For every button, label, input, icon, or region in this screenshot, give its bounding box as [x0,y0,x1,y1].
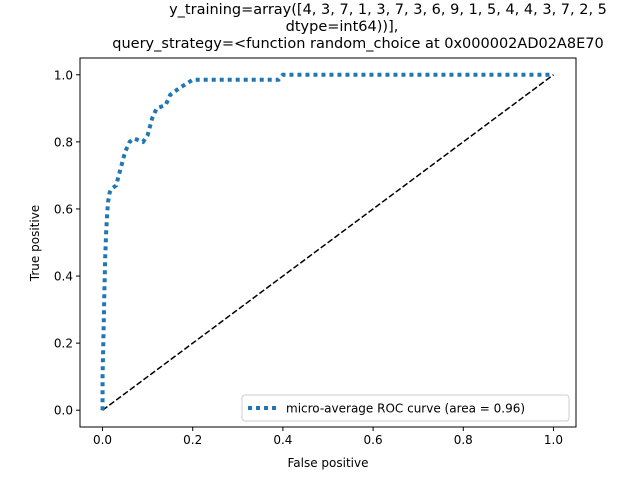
y-tick-label: 0.2 [54,337,73,351]
plot-area [79,57,577,428]
y-tick-label: 0.8 [54,135,73,149]
y-axis-label: True positive [28,205,42,282]
chance-diagonal-line [102,74,554,411]
x-tick-label: 0.8 [454,433,473,447]
x-tick-label: 0.4 [273,433,292,447]
y-tick-label: 1.0 [54,68,73,82]
y-tick-label: 0.0 [54,404,73,418]
chart-title-line: y_training=array([4, 3, 7, 1, 3, 7, 3, 6… [169,2,607,18]
axes-frame [79,57,577,428]
y-tick-label: 0.6 [54,202,73,216]
x-tick-label: 0.6 [364,433,383,447]
x-tick-label: 1.0 [544,433,563,447]
series-layer [100,72,554,411]
legend: micro-average ROC curve (area = 0.96) [241,394,570,422]
legend-label-micro-average: micro-average ROC curve (area = 0.96) [286,402,525,416]
chart-title: y_training=array([4, 3, 7, 1, 3, 7, 3, 6… [112,2,607,52]
y-axis-ticks: 0.0 0.2 0.4 0.6 0.8 1.0 [54,68,80,418]
roc-curve-micro-average [100,72,554,411]
legend-frame [241,394,570,422]
chart-title-line: query_strategy=<function random_choice a… [112,36,603,52]
x-axis-ticks: 0.0 0.2 0.4 0.6 0.8 1.0 [93,427,563,447]
x-axis-label: False positive [287,456,368,470]
chart-title-line: dtype=int64))], [286,19,399,35]
x-tick-label: 0.0 [93,433,112,447]
x-tick-label: 0.2 [183,433,202,447]
y-tick-label: 0.4 [54,270,73,284]
